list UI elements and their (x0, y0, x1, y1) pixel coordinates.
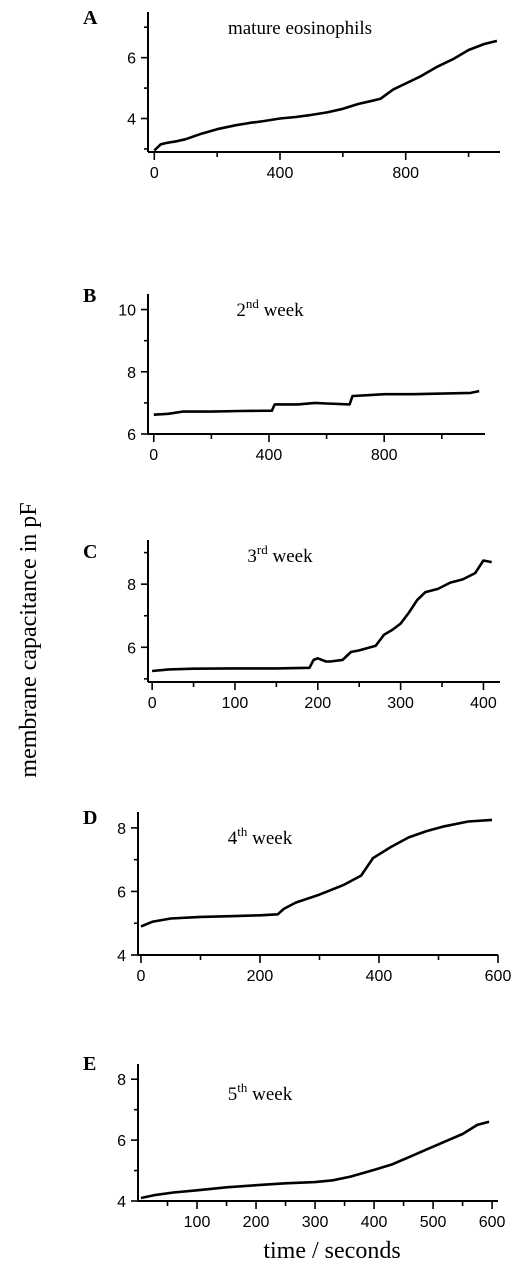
y-tick-label: 8 (127, 365, 136, 382)
x-tick-label: 0 (137, 968, 146, 985)
capacitance-trace (153, 389, 480, 416)
x-tick-label: 800 (392, 165, 419, 182)
capacitance-trace (140, 1120, 490, 1200)
x-tick-label: 600 (485, 968, 512, 985)
y-tick-label: 6 (127, 427, 136, 444)
panel-letter: D (83, 807, 97, 829)
panel-letter: A (83, 7, 98, 29)
x-tick-label: 400 (256, 447, 283, 464)
panel-letter: B (83, 285, 96, 307)
y-tick-label: 8 (127, 577, 136, 594)
y-axis-label: membrane capacitance in pF (16, 502, 42, 777)
capacitance-trace (153, 39, 498, 152)
panel-e: E 5th week 100 200 300 400 500 600 4 6 8 (83, 1053, 506, 1231)
capacitance-trace (140, 818, 493, 928)
x-tick-label: 600 (479, 1214, 506, 1231)
y-tick-label: 4 (117, 1194, 126, 1211)
capacitance-trace (151, 559, 492, 673)
x-tick-label: 300 (302, 1214, 329, 1231)
y-tick-label: 6 (117, 1133, 126, 1150)
x-tick-label: 300 (387, 695, 414, 712)
y-tick-label: 6 (127, 640, 136, 657)
panel-title: mature eosinophils (228, 18, 372, 39)
panel-b: B 2nd week 0 400 800 6 8 10 (83, 285, 485, 464)
x-axis-label: time / seconds (263, 1238, 400, 1264)
x-tick-label: 0 (149, 447, 158, 464)
y-tick-label: 8 (117, 1072, 126, 1089)
panel-letter: E (83, 1053, 96, 1075)
x-tick-label: 0 (150, 165, 159, 182)
panel-title: 3rd week (247, 542, 313, 567)
y-tick-label: 4 (127, 112, 136, 129)
panel-d: D 4th week 0 200 400 600 4 6 8 (83, 807, 511, 985)
x-tick-label: 400 (366, 968, 393, 985)
x-tick-label: 400 (361, 1214, 388, 1231)
x-tick-label: 200 (304, 695, 331, 712)
x-tick-label: 800 (371, 447, 398, 464)
panel-title: 2nd week (236, 296, 304, 321)
x-tick-label: 100 (184, 1214, 211, 1231)
panel-letter: C (83, 541, 97, 563)
y-tick-label: 4 (117, 948, 126, 965)
x-tick-label: 400 (267, 165, 294, 182)
x-tick-label: 0 (148, 695, 157, 712)
panel-c: C 3rd week 0 100 200 300 400 6 8 (83, 540, 500, 712)
x-tick-label: 100 (222, 695, 249, 712)
x-tick-label: 500 (420, 1214, 447, 1231)
y-tick-label: 10 (118, 303, 136, 320)
panel-title: 5th week (228, 1080, 293, 1105)
y-tick-label: 8 (117, 821, 126, 838)
y-tick-label: 6 (117, 884, 126, 901)
y-tick-label: 6 (127, 51, 136, 68)
x-tick-label: 200 (247, 968, 274, 985)
x-tick-label: 400 (470, 695, 497, 712)
panel-title: 4th week (228, 824, 293, 849)
x-tick-label: 200 (243, 1214, 270, 1231)
